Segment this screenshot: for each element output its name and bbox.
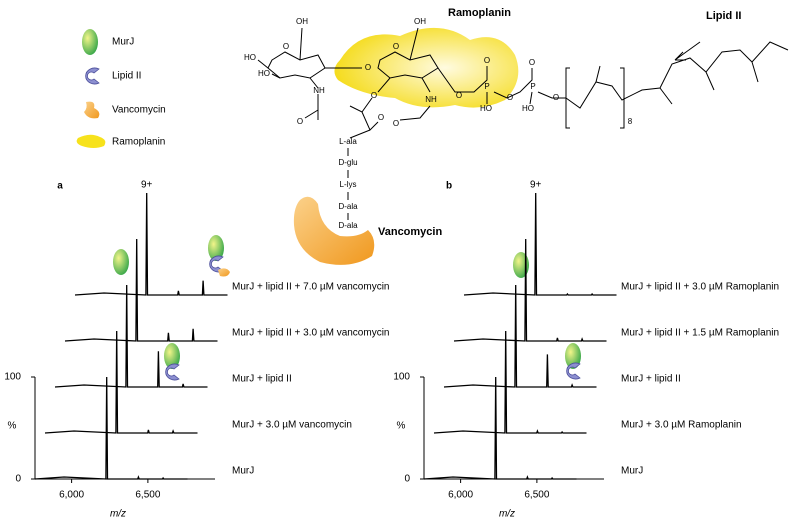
y-tick-label: 0	[15, 474, 21, 485]
spectrum	[74, 192, 228, 296]
spectrum	[34, 376, 188, 480]
legend-icon	[85, 67, 100, 85]
spectrum	[54, 284, 208, 388]
atom-label: O	[283, 42, 289, 51]
atom-label: HO	[480, 104, 492, 113]
atom-label: D-ala	[338, 202, 358, 211]
panel-label: a	[57, 181, 63, 192]
atom-label: O	[456, 91, 462, 100]
lipid-ii-label: Lipid II	[706, 10, 741, 22]
y-tick-label: 100	[4, 372, 21, 383]
lipid-ii-icon	[566, 362, 581, 380]
series-label: MurJ + lipid II + 3.0 µM Ramoplanin	[621, 282, 779, 293]
legend-label: Ramoplanin	[112, 137, 165, 148]
atom-label: HO	[244, 53, 256, 62]
atom-label: P	[530, 82, 535, 91]
y-tick-label: 0	[404, 474, 410, 485]
charge-state-label: 9+	[141, 180, 153, 191]
atom-label: O	[529, 58, 535, 67]
x-tick-label: 6,500	[524, 490, 549, 501]
series-label: MurJ + lipid II	[232, 374, 292, 385]
atom-label: HO	[258, 69, 270, 78]
charge-state-label: 9+	[530, 180, 542, 191]
x-tick-label: 6,000	[59, 490, 84, 501]
series-label: MurJ + lipid II	[621, 374, 681, 385]
y-axis-title: %	[397, 421, 406, 432]
atom-label: L-lys	[340, 180, 357, 189]
atom-label: D-glu	[338, 158, 357, 167]
atom-label: O	[484, 56, 490, 65]
legend-icon	[82, 29, 98, 55]
series-label: MurJ	[621, 466, 643, 477]
atom-label: D-ala	[338, 221, 358, 230]
atom-label: O	[371, 91, 377, 100]
atom-label: O	[507, 93, 513, 102]
x-tick-label: 6,500	[135, 490, 160, 501]
series-label: MurJ + 3.0 µM vancomycin	[232, 420, 352, 431]
chemical-structure: OH O HO HO NH O O OH O O NH O O O O P HO…	[244, 7, 789, 265]
y-tick-label: 100	[393, 372, 410, 383]
atom-label: O	[553, 93, 559, 102]
spectrum	[44, 330, 198, 434]
legend: MurJ Lipid II Vancomycin Ramoplanin	[76, 29, 166, 148]
atom-label: OH	[296, 17, 308, 26]
bonds	[257, 27, 789, 220]
x-tick-label: 6,000	[448, 490, 473, 501]
legend-icon	[76, 134, 106, 148]
atom-label: L-ala	[339, 137, 357, 146]
atom-label: P	[484, 82, 489, 91]
atom-label: NH	[425, 95, 437, 104]
spectrum	[64, 238, 218, 342]
vancomycin-label: Vancomycin	[378, 226, 442, 238]
legend-icon	[84, 101, 100, 119]
spectrum	[463, 192, 617, 296]
legend-label: MurJ	[112, 37, 134, 48]
ramoplanin-label: Ramoplanin	[448, 7, 511, 19]
vancomycin-icon	[218, 268, 230, 277]
atom-label: OH	[414, 17, 426, 26]
atom-label: O	[365, 63, 371, 72]
series-label: MurJ	[232, 466, 254, 477]
peak-icons	[113, 235, 581, 381]
spectrum	[423, 376, 577, 480]
series-label: MurJ + 3.0 µM Ramoplanin	[621, 420, 742, 431]
series-label: MurJ + lipid II + 1.5 µM Ramoplanin	[621, 328, 779, 339]
atom-label: HO	[522, 104, 534, 113]
y-axis-title: %	[8, 421, 17, 432]
lipid-ii-icon	[165, 363, 180, 381]
atom-label: O	[393, 119, 399, 128]
legend-label: Vancomycin	[112, 105, 166, 116]
atom-label: O	[393, 42, 399, 51]
x-axis-title: m/z	[499, 509, 515, 520]
atom-label: O	[378, 113, 384, 122]
atom-label: NH	[313, 86, 325, 95]
spectrum	[433, 330, 587, 434]
atom-label: O	[297, 117, 303, 126]
series-label: MurJ + lipid II + 7.0 µM vancomycin	[232, 282, 390, 293]
series-label: MurJ + lipid II + 3.0 µM vancomycin	[232, 328, 390, 339]
legend-label: Lipid II	[112, 71, 141, 82]
murj-icon	[113, 249, 129, 275]
x-axis-title: m/z	[110, 509, 126, 520]
spectrum	[443, 284, 597, 388]
atom-label: 8	[628, 117, 633, 126]
ramoplanin-shape	[334, 27, 519, 108]
panel-label: b	[446, 181, 452, 192]
vancomycin-shape	[293, 196, 375, 265]
spectrum	[453, 238, 607, 342]
